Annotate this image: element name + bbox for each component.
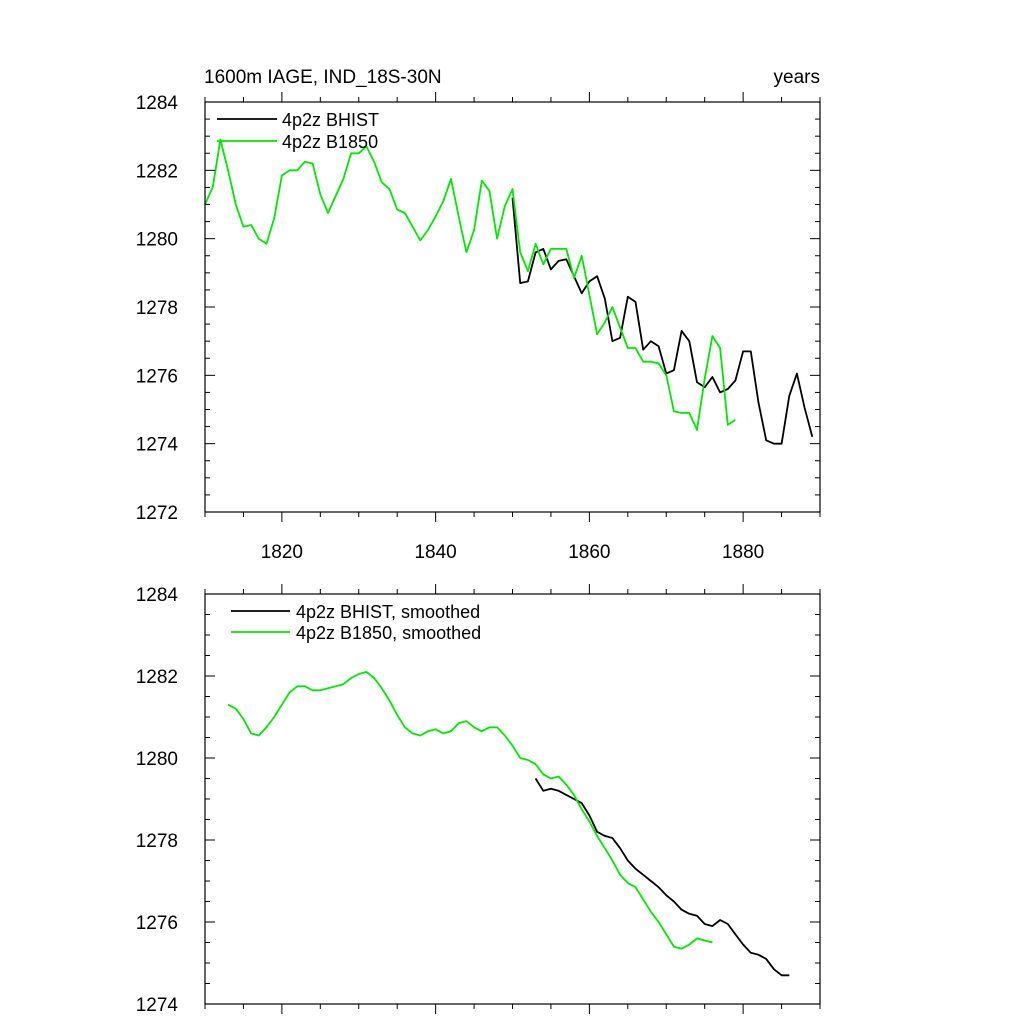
x-tick-label: 1880 <box>722 542 764 563</box>
y-tick-label: 1276 <box>136 913 178 934</box>
x-tick-label: 1860 <box>568 542 610 563</box>
top-panel-units-label: years <box>774 67 820 88</box>
y-tick-label: 1272 <box>136 503 178 524</box>
x-tick-label: 1840 <box>414 542 456 563</box>
top-panel: 1600m IAGE, IND_18S-30N years 1272127412… <box>136 67 821 563</box>
series-line-bhist <box>511 197 814 445</box>
y-tick-label: 1282 <box>136 667 178 688</box>
top-panel-legend: 4p2z BHIST 4p2z B1850 <box>217 110 379 152</box>
bottom-panel: 1274 1276 1278 1280 1282 1284 4p2z BHIST, smo… <box>136 584 821 1016</box>
series-line-b1850 <box>204 138 736 431</box>
legend-label-b1850: 4p2z B1850 <box>282 132 378 152</box>
y-tick-label: 1282 <box>136 161 178 182</box>
bottom-panel-plot-area: 1274 1276 1278 1280 1282 1284 <box>136 584 821 1016</box>
legend-label-b1850-smoothed: 4p2z B1850, smoothed <box>296 623 481 643</box>
legend-label-bhist-smoothed: 4p2z BHIST, smoothed <box>296 602 480 622</box>
series-line-b1850-smoothed <box>227 671 713 950</box>
y-tick-label: 1276 <box>136 366 178 387</box>
top-panel-plot-area: 1272 1274 1276 1278 1280 1282 1284 1820 1840 1860… <box>136 92 821 563</box>
y-tick-label: 1274 <box>136 995 179 1016</box>
y-tick-label: 1274 <box>136 435 179 456</box>
top-panel-title: 1600m IAGE, IND_18S-30N <box>204 67 442 88</box>
bottom-panel-legend: 4p2z BHIST, smoothed 4p2z B1850, smoothe… <box>231 602 481 643</box>
y-tick-label: 1278 <box>136 831 178 852</box>
y-tick-label: 1284 <box>136 93 179 114</box>
y-tick-label: 1280 <box>136 749 178 770</box>
legend-label-bhist: 4p2z BHIST <box>282 110 379 130</box>
y-tick-label: 1280 <box>136 230 178 251</box>
y-tick-label: 1284 <box>136 585 179 606</box>
x-tick-label: 1820 <box>261 542 303 563</box>
y-tick-label: 1278 <box>136 298 178 319</box>
